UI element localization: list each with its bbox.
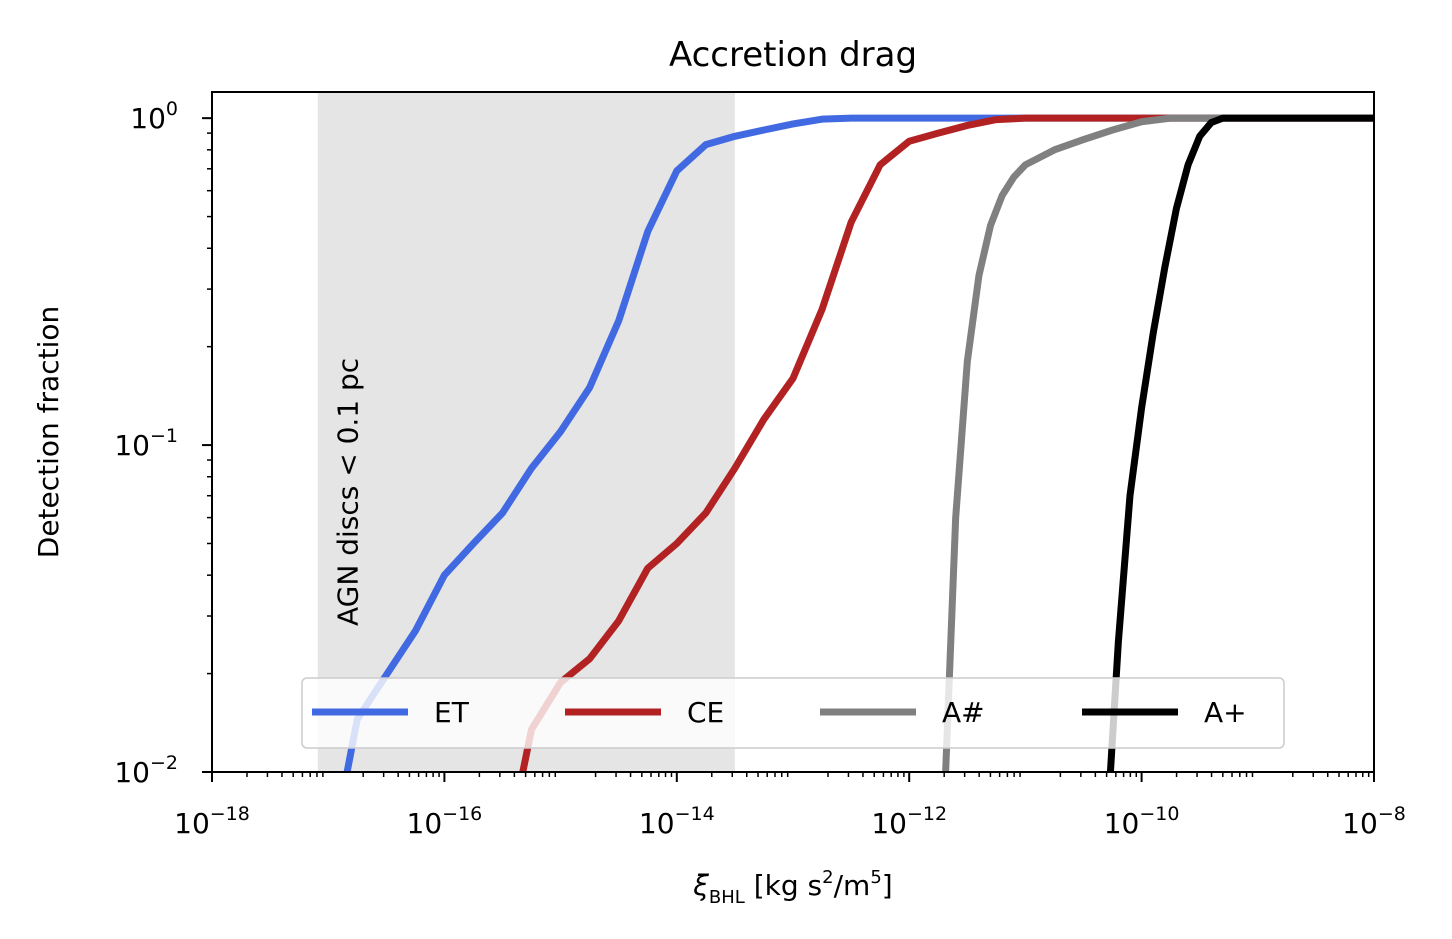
legend-label: A# xyxy=(942,696,985,729)
chart-title: Accretion drag xyxy=(669,35,917,75)
series-line-1 xyxy=(343,114,1374,772)
x-label-symbol: ξ xyxy=(692,869,709,902)
x-tick-exp: −12 xyxy=(907,803,947,825)
legend-label: A+ xyxy=(1204,696,1247,729)
x-tick-exp: −8 xyxy=(1378,803,1406,825)
x-tick-exp: −18 xyxy=(210,803,250,825)
y-tick-label: 10−2 xyxy=(114,752,178,789)
x-tick-base: 10 xyxy=(1342,807,1378,840)
y-tick-exp: −2 xyxy=(150,752,178,774)
shaded-region xyxy=(317,92,735,772)
x-label-subscript: BHL xyxy=(709,887,745,908)
y-tick-label: 10−1 xyxy=(114,425,178,462)
y-tick-exp: 0 xyxy=(166,98,178,120)
legend: ET CE A# A+ xyxy=(301,677,1285,749)
x-tick-base: 10 xyxy=(1104,807,1140,840)
x-label-sup1: 2 xyxy=(822,867,833,888)
y-tick-base: 10 xyxy=(130,102,166,135)
x-label-units-mid: /m xyxy=(834,869,871,902)
x-tick-label: 10−8 xyxy=(1342,803,1406,840)
series-layer xyxy=(343,114,1374,772)
x-tick-exp: −16 xyxy=(442,803,482,825)
legend-label: CE xyxy=(687,696,724,729)
x-tick-exp: −10 xyxy=(1139,803,1179,825)
y-tick-base: 10 xyxy=(114,429,150,462)
x-label-sup2: 5 xyxy=(870,867,881,888)
x-axis-label: ξBHL [kg s2/m5] xyxy=(692,867,892,908)
y-tick-base: 10 xyxy=(114,756,150,789)
axes-frame xyxy=(211,91,1375,773)
legend-box xyxy=(301,677,1285,749)
x-tick-base: 10 xyxy=(639,807,675,840)
x-tick-label: 10−14 xyxy=(639,803,715,840)
x-label-units-before: [kg s xyxy=(745,869,822,902)
y-tick-label: 100 xyxy=(130,98,178,135)
y-tick-exp: −1 xyxy=(150,425,178,447)
series-line-4 xyxy=(1106,114,1374,772)
y-axis-label: Detection fraction xyxy=(32,306,65,558)
series-line-2 xyxy=(519,114,1374,772)
x-label-units-after: ] xyxy=(882,869,893,902)
shaded-region-label: AGN discs < 0.1 pc xyxy=(332,358,365,626)
legend-label: ET xyxy=(434,696,470,729)
x-tick-label: 10−12 xyxy=(871,803,947,840)
x-tick-label: 10−16 xyxy=(407,803,483,840)
x-tick-base: 10 xyxy=(174,807,210,840)
series-line-3 xyxy=(942,114,1374,772)
x-tick-label: 10−18 xyxy=(174,803,250,840)
x-tick-label: 10−10 xyxy=(1104,803,1180,840)
x-tick-base: 10 xyxy=(871,807,907,840)
x-tick-exp: −14 xyxy=(675,803,715,825)
x-tick-base: 10 xyxy=(407,807,443,840)
